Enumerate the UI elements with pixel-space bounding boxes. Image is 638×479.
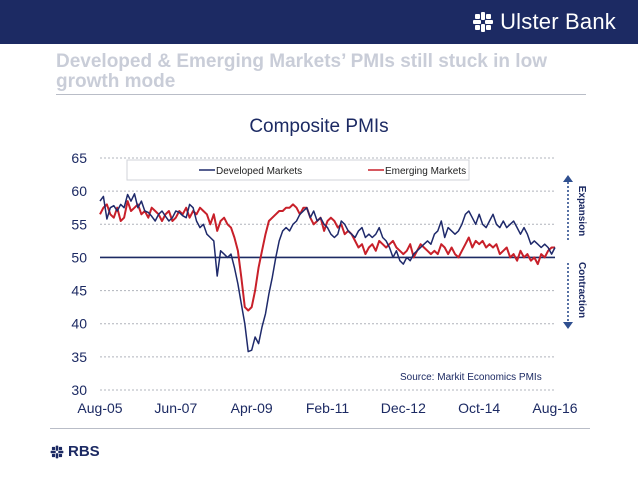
composite-pmi-chart: Composite PMIs 30 35 40 45 50 55 60 65 Aug-05 Ju…: [71, 116, 587, 416]
y-tick-label: 50: [71, 249, 87, 265]
y-tick-label: 65: [71, 150, 87, 166]
y-tick-label: 40: [71, 316, 87, 332]
source-note: Source: Markit Economics PMIs: [400, 372, 542, 383]
slide-title: Developed & Emerging Markets’ PMIs still…: [56, 51, 547, 92]
legend-label-emerging: Emerging Markets: [385, 166, 466, 177]
y-tick-label: 30: [71, 382, 87, 398]
chart-title: Composite PMIs: [249, 116, 388, 137]
contraction-label: Contraction: [576, 262, 587, 318]
series-line-developed-markets: [99, 193, 556, 353]
ulster-bank-logo: Ulster Bank: [472, 9, 616, 35]
header-bar: Ulster Bank: [0, 0, 638, 44]
footer-divider: [50, 428, 590, 429]
contraction-arrow: [563, 263, 573, 329]
series-line-emerging-markets: [99, 200, 555, 312]
y-gridlines: [100, 157, 555, 391]
x-tick-label: Aug-05: [77, 400, 122, 416]
rbs-daisy-icon: [50, 445, 64, 458]
legend: Developed Markets Emerging Markets: [126, 159, 470, 181]
expansion-label: Expansion: [576, 186, 587, 237]
x-tick-label: Dec-12: [381, 400, 426, 416]
y-tick-label: 60: [71, 183, 87, 199]
rbs-text: RBS: [68, 443, 100, 460]
series-layer: [99, 193, 556, 353]
y-tick-label: 55: [71, 216, 87, 232]
legend-label-developed: Developed Markets: [216, 166, 302, 177]
x-tick-label: Oct-14: [458, 400, 500, 416]
daisy-mark-icon: [473, 12, 494, 32]
x-axis-tick-labels: Aug-05 Jun-07 Apr-09 Feb-11 Dec-12 Oct-14 Aug-…: [77, 400, 577, 416]
title-divider: [56, 94, 586, 95]
x-tick-label: Jun-07: [154, 400, 197, 416]
y-tick-label: 35: [71, 349, 87, 365]
y-tick-label: 45: [71, 283, 87, 299]
x-tick-label: Apr-09: [231, 400, 273, 416]
brand-name: Ulster Bank: [500, 9, 616, 34]
x-tick-label: Feb-11: [306, 400, 350, 416]
rbs-logo: RBS: [50, 443, 100, 460]
expansion-arrow: [563, 175, 573, 242]
y-axis-tick-labels: 30 35 40 45 50 55 60 65: [71, 150, 87, 398]
x-tick-label: Aug-16: [532, 400, 577, 416]
